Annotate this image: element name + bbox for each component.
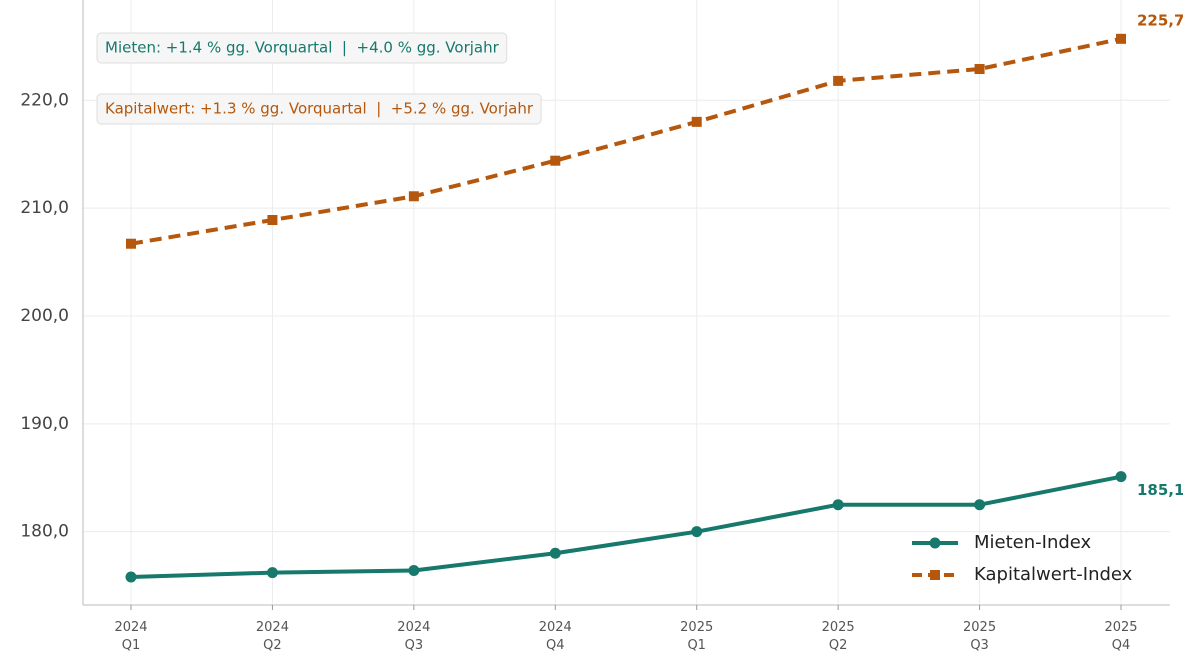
- x-tick-quarter: Q2: [263, 638, 282, 651]
- x-tick-year: 2024: [397, 620, 430, 635]
- x-tick-quarter: Q3: [405, 638, 424, 651]
- point: [126, 238, 136, 249]
- point: [1115, 471, 1127, 483]
- x-tick-quarter: Q4: [546, 638, 565, 651]
- annotation-box: [96, 32, 508, 64]
- point: [974, 499, 986, 511]
- y-tick-label: 220,0: [20, 90, 69, 110]
- y-tick-label: 210,0: [20, 198, 69, 218]
- x-tick-label: 2024 Q2: [256, 620, 289, 651]
- annotation: Mieten: +1.4 % gg. Vorquartal | +4.0 % g…: [105, 39, 500, 57]
- x-tick-quarter: Q1: [122, 638, 141, 651]
- x-tick-label: 2025 Q2: [822, 620, 855, 651]
- y-tick-label: 180,0: [20, 522, 69, 542]
- x-tick-year: 2025: [680, 620, 713, 635]
- point: [1116, 33, 1126, 44]
- point: [832, 499, 844, 511]
- x-tick-year: 2024: [256, 620, 289, 635]
- x-tick-year: 2025: [1104, 620, 1137, 635]
- point: [691, 526, 703, 538]
- end-label: 225,7: [1137, 11, 1183, 29]
- annotation-box: [96, 93, 542, 125]
- x-tick-label: 2024 Q4: [539, 620, 572, 651]
- x-tick-quarter: Q3: [970, 638, 989, 651]
- point: [125, 571, 137, 583]
- point: [833, 75, 844, 86]
- x-tick-label: 2024 Q1: [114, 620, 147, 651]
- x-tick-label: 2024 Q3: [397, 620, 430, 651]
- legend-label: Kapitalwert-Index: [974, 564, 1133, 585]
- point: [408, 191, 419, 202]
- legend-marker: [929, 537, 941, 549]
- x-tick-quarter: Q1: [687, 638, 706, 651]
- point: [549, 547, 561, 559]
- point: [691, 116, 702, 127]
- y-tick-label: 190,0: [20, 414, 69, 434]
- legend-label: Mieten-Index: [974, 532, 1092, 553]
- x-tick-quarter: Q4: [1112, 638, 1131, 651]
- point: [408, 564, 420, 576]
- point: [266, 567, 278, 579]
- series-line: [130, 474, 1122, 579]
- point: [974, 64, 985, 75]
- x-tick-year: 2025: [822, 620, 855, 635]
- x-tick-quarter: Q2: [829, 638, 848, 651]
- x-tick-year: 2024: [539, 620, 572, 635]
- end-label: 185,1: [1137, 481, 1183, 499]
- point: [267, 215, 278, 225]
- y-tick-label: 200,0: [20, 306, 69, 326]
- series-line: [130, 36, 1122, 246]
- x-tick-label: 2025 Q1: [680, 620, 713, 651]
- x-tick-year: 2024: [114, 620, 147, 635]
- x-tick-year: 2025: [963, 620, 996, 635]
- point: [550, 155, 561, 166]
- x-tick-label: 2025 Q3: [963, 620, 996, 651]
- annotation: Kapitalwert: +1.3 % gg. Vorquartal | +5.…: [105, 100, 534, 118]
- x-tick-label: 2025 Q4: [1104, 620, 1137, 651]
- legend-marker: [930, 570, 940, 580]
